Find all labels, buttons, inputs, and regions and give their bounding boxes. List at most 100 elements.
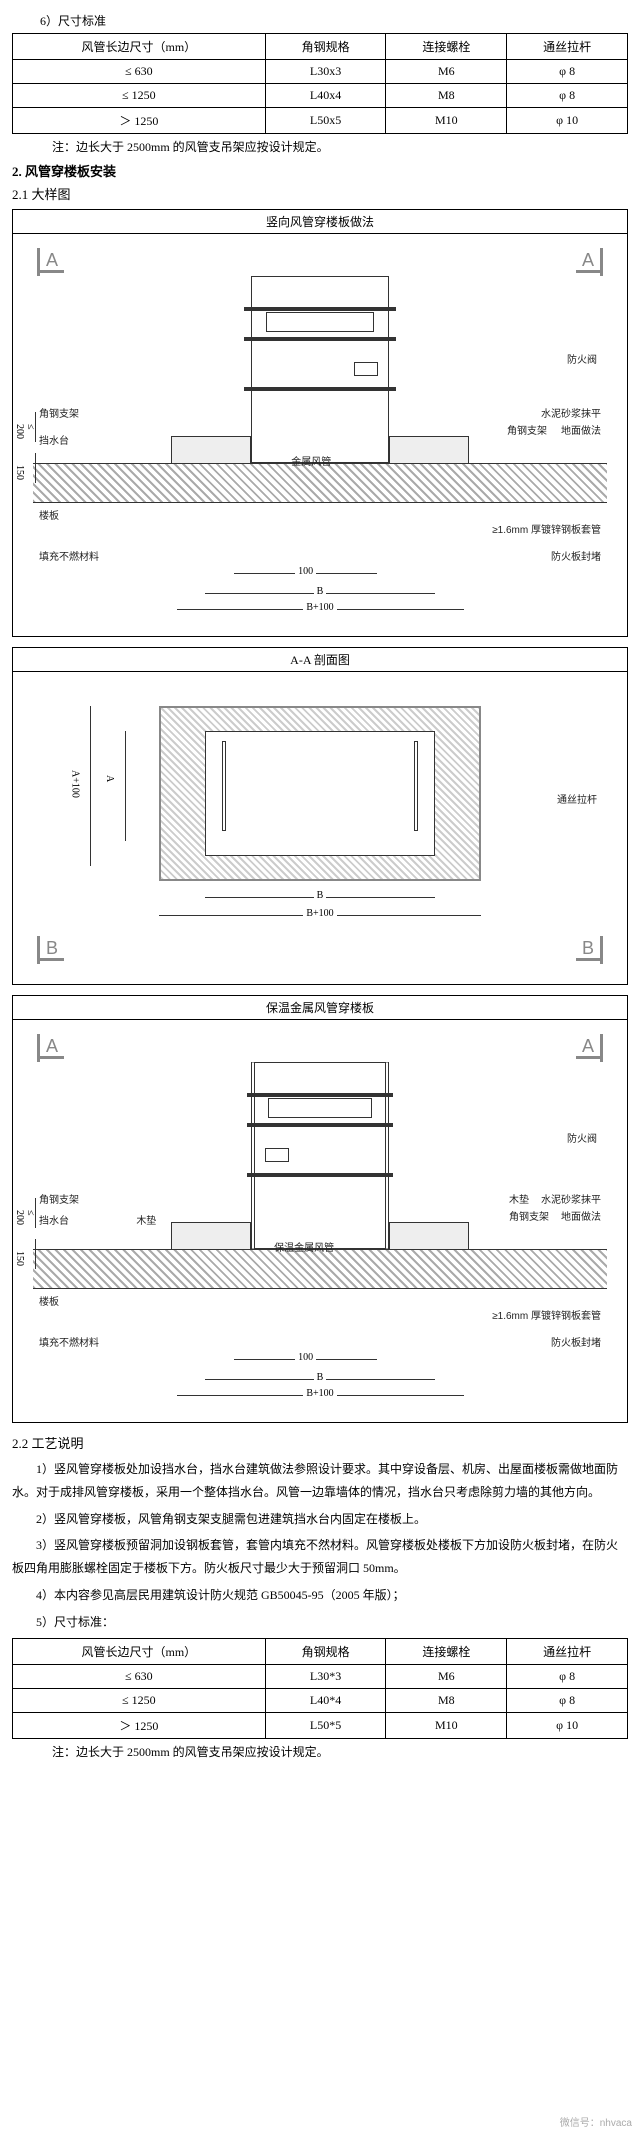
dim-B100: B+100 xyxy=(303,602,336,613)
t1-r0c1: L30x3 xyxy=(265,60,386,84)
lbl-fanghuofa: 防火阀 xyxy=(567,351,597,366)
t1-r1c3: φ 8 xyxy=(507,84,628,108)
h2-title: 2. 风管穿楼板安装 xyxy=(12,161,628,180)
section-marker-A-right: A xyxy=(576,248,603,276)
note-1: 注：边长大于 2500mm 的风管支吊架应按设计规定。 xyxy=(52,138,628,155)
lbl3-houdu: ≥1.6mm 厚镀锌钢板套管 xyxy=(492,1307,601,1322)
lbl-tianchong: 填充不燃材料 xyxy=(39,548,99,563)
dim3-100: 100 xyxy=(295,1352,316,1363)
t2-r2c2: M10 xyxy=(386,1712,507,1738)
lbl-houdu: ≥1.6mm 厚镀锌钢板套管 xyxy=(492,521,601,536)
note-2: 注：边长大于 2500mm 的风管支吊架应按设计规定。 xyxy=(52,1743,628,1760)
t1-r0c0: ≤ 630 xyxy=(13,60,266,84)
t2-r0c2: M6 xyxy=(386,1664,507,1688)
t1-h3: 通丝拉杆 xyxy=(507,34,628,60)
lbl3-jiaogangjia: 角钢支架 xyxy=(39,1191,79,1206)
t1-h0: 风管长边尺寸（mm） xyxy=(13,34,266,60)
diagram-1-title: 竖向风管穿楼板做法 xyxy=(13,210,627,234)
para-2: 2）竖风管穿楼板，风管角钢支架支腿需包进建筑挡水台内固定在楼板上。 xyxy=(12,1508,628,1531)
section-marker-A3-left: A xyxy=(37,1034,64,1062)
diagram-2-title: A-A 剖面图 xyxy=(13,648,627,672)
t1-h1: 角钢规格 xyxy=(265,34,386,60)
t2-h0: 风管长边尺寸（mm） xyxy=(13,1638,266,1664)
lbl3-dimianzuofa: 地面做法 xyxy=(561,1208,601,1223)
t1-r2c0: ＞ 1250 xyxy=(13,108,266,134)
diagram-2: A-A 剖面图 通丝拉杆 A A+100 B B+100 B B xyxy=(12,647,628,985)
dim-100: 100 xyxy=(295,566,316,577)
t2-r0c1: L30*3 xyxy=(265,1664,386,1688)
lbl3-jiaogangjia2: 角钢支架 xyxy=(509,1208,549,1223)
lbl-louban: 楼板 xyxy=(39,507,59,522)
spec-table-2: 风管长边尺寸（mm） 角钢规格 连接螺栓 通丝拉杆 ≤ 630 L30*3 M6… xyxy=(12,1638,628,1739)
t1-r0c3: φ 8 xyxy=(507,60,628,84)
lbl-dangshuitai: 挡水台 xyxy=(39,432,69,447)
dim3-150: 150 xyxy=(14,1251,25,1266)
para-5: 5）尺寸标准： xyxy=(12,1611,628,1634)
diagram-3-title: 保温金属风管穿楼板 xyxy=(13,996,627,1020)
section-marker-A3-right: A xyxy=(576,1034,603,1062)
para-4: 4）本内容参见高层民用建筑设计防火规范 GB50045-95（2005 年版）； xyxy=(12,1584,628,1607)
h3-title: 2.1 大样图 xyxy=(12,184,628,203)
section-marker-B-right: B xyxy=(576,936,603,964)
t2-r2c3: φ 10 xyxy=(507,1712,628,1738)
t1-r1c0: ≤ 1250 xyxy=(13,84,266,108)
subsection-6-label: 6）尺寸标准 xyxy=(40,12,628,29)
t2-r2c1: L50*5 xyxy=(265,1712,386,1738)
dim3-B: B xyxy=(314,1372,327,1383)
t2-r0c0: ≤ 630 xyxy=(13,1664,266,1688)
dim3-B100: B+100 xyxy=(303,1388,336,1399)
t2-h3: 通丝拉杆 xyxy=(507,1638,628,1664)
section-diagram: 通丝拉杆 A A+100 B B+100 xyxy=(33,686,607,936)
t2-h2: 连接螺栓 xyxy=(386,1638,507,1664)
section-marker-A-left: A xyxy=(37,248,64,276)
h3-22-title: 2.2 工艺说明 xyxy=(12,1433,628,1452)
t2-r0c3: φ 8 xyxy=(507,1664,628,1688)
section-marker-B-left: B xyxy=(37,936,64,964)
lbl-fanghuofeng: 防火板封堵 xyxy=(551,548,601,563)
t1-r1c1: L40x4 xyxy=(265,84,386,108)
t2-r1c3: φ 8 xyxy=(507,1688,628,1712)
dim-B: B xyxy=(314,586,327,597)
duct-schematic-3: 防火阀 角钢支架 挡水台 木垫 楼板 填充不燃材料 水泥砂浆抹平 角钢支架 木垫… xyxy=(33,1062,607,1402)
t1-r2c1: L50x5 xyxy=(265,108,386,134)
lbl-jiaogangjia: 角钢支架 xyxy=(39,405,79,420)
dim-150: 150 xyxy=(14,465,25,480)
t1-r2c2: M10 xyxy=(386,108,507,134)
lbl3-baowen: 保温金属风管 xyxy=(274,1239,334,1254)
para-1: 1）竖风管穿楼板处加设挡水台，挡水台建筑做法参照设计要求。其中穿设备层、机房、出… xyxy=(12,1458,628,1504)
lbl3-mudian: 木垫 xyxy=(136,1212,156,1227)
para-3: 3）竖风管穿楼板预留洞加设钢板套管，套管内填充不然材料。风管穿楼板处楼板下方加设… xyxy=(12,1534,628,1580)
t1-r1c2: M8 xyxy=(386,84,507,108)
dim-A: A xyxy=(104,775,115,782)
dim-A100: A+100 xyxy=(69,770,80,798)
lbl3-fanghuofeng: 防火板封堵 xyxy=(551,1334,601,1349)
lbl3-tianchong: 填充不燃材料 xyxy=(39,1334,99,1349)
spec-table-1: 风管长边尺寸（mm） 角钢规格 连接螺栓 通丝拉杆 ≤ 630 L30x3 M6… xyxy=(12,33,628,134)
t2-h1: 角钢规格 xyxy=(265,1638,386,1664)
t2-r1c0: ≤ 1250 xyxy=(13,1688,266,1712)
lbl3-fanghuofa: 防火阀 xyxy=(567,1130,597,1145)
lbl-shuinimahua: 水泥砂浆抹平 xyxy=(541,405,601,420)
t2-r1c1: L40*4 xyxy=(265,1688,386,1712)
duct-schematic-1: 防火阀 角钢支架 挡水台 楼板 填充不燃材料 水泥砂浆抹平 角钢支架 地面做法 … xyxy=(33,276,607,616)
lbl3-mudian2: 木垫 xyxy=(509,1191,529,1206)
lbl3-shuinimahua: 水泥砂浆抹平 xyxy=(541,1191,601,1206)
lbl-dimianzuofa: 地面做法 xyxy=(561,422,601,437)
lbl-tonglagan: 通丝拉杆 xyxy=(557,791,597,806)
lbl-jinshu: 金属风管 xyxy=(291,453,331,468)
dim-200: ≤ 200 xyxy=(14,424,36,442)
t2-r2c0: ＞ 1250 xyxy=(13,1712,266,1738)
t1-r2c3: φ 10 xyxy=(507,108,628,134)
lbl3-louban: 楼板 xyxy=(39,1293,59,1308)
lbl3-dangshuitai: 挡水台 xyxy=(39,1212,69,1227)
dim-B2: B xyxy=(314,890,327,901)
dim-B1002: B+100 xyxy=(303,908,336,919)
diagram-3: 保温金属风管穿楼板 A A 防火阀 角钢支架 挡水台 木垫 楼板 填充不燃材料 … xyxy=(12,995,628,1423)
dim3-200: ≤ 200 xyxy=(14,1210,36,1228)
diagram-1: 竖向风管穿楼板做法 A A 防火阀 角钢支架 挡水台 楼板 填充不燃材料 水泥砂… xyxy=(12,209,628,637)
t2-r1c2: M8 xyxy=(386,1688,507,1712)
lbl-jiaogangjia2: 角钢支架 xyxy=(507,422,547,437)
watermark: 微信号：nhvaca xyxy=(560,2114,632,2129)
t1-h2: 连接螺栓 xyxy=(386,34,507,60)
t1-r0c2: M6 xyxy=(386,60,507,84)
